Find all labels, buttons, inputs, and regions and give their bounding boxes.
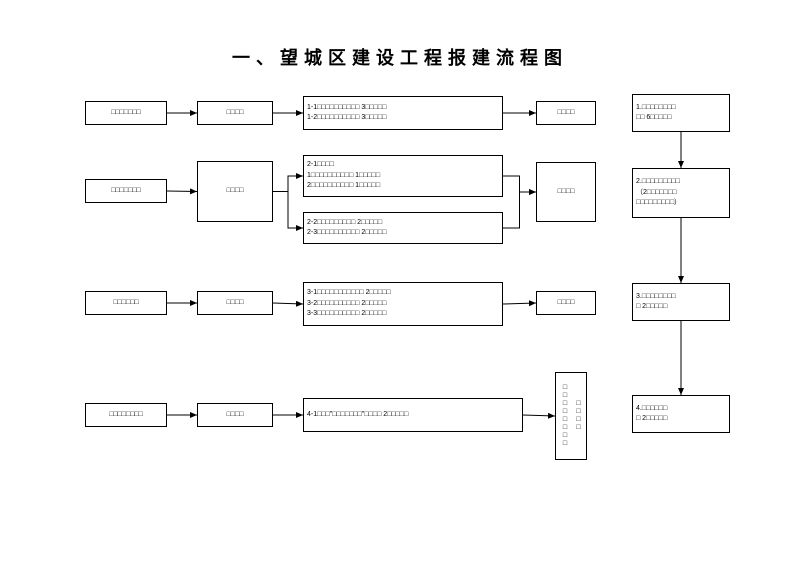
flow-node-r2c2: □□□□ — [197, 161, 273, 222]
flow-node-r4c4: □□□□□□□□□□□□ — [555, 372, 587, 460]
flow-node-s3: 3.□□□□□□□□ □ 2□□□□□ — [632, 283, 730, 321]
edge-r4c3-r4c4 — [523, 415, 555, 416]
flow-node-r4c3: 4-1□□□"□□□□□□□"□□□□ 2□□□□□ — [303, 398, 523, 432]
edge-r2c2-r2c3b — [273, 192, 303, 229]
flow-node-r1c2: □□□□ — [197, 101, 273, 125]
flow-node-r1c1: □□□□□□□ — [85, 101, 167, 125]
edge-r3c2-r3c3 — [273, 303, 303, 304]
edge-r2c3a-r2c4 — [503, 176, 536, 192]
flow-node-r1c4: □□□□ — [536, 101, 596, 125]
flow-node-r1c3: 1-1□□□□□□□□□□ 3□□□□□ 1-2□□□□□□□□□□ 3□□□□… — [303, 96, 503, 130]
flow-node-r4c2: □□□□ — [197, 403, 273, 427]
flow-node-s4: 4.□□□□□□ □ 2□□□□□ — [632, 395, 730, 433]
flow-node-r3c4: □□□□ — [536, 291, 596, 315]
edge-r3c3-r3c4 — [503, 303, 536, 304]
flow-node-r2c1: □□□□□□□ — [85, 179, 167, 203]
flow-node-r2c3b: 2-2□□□□□□□□□ 2□□□□□ 2-3□□□□□□□□□□ 2□□□□□ — [303, 212, 503, 244]
flow-node-r4c1: □□□□□□□□ — [85, 403, 167, 427]
flow-node-s2: 2.□□□□□□□□□ （2□□□□□□□ □□□□□□□□□） — [632, 168, 730, 218]
flow-node-r3c2: □□□□ — [197, 291, 273, 315]
flow-node-r3c1: □□□□□□ — [85, 291, 167, 315]
flow-node-r2c4: □□□□ — [536, 162, 596, 222]
edge-r2c3b-r2c4 — [503, 192, 536, 228]
edge-r2c1-r2c2 — [167, 191, 197, 192]
flow-node-s1: 1.□□□□□□□□ □□ 6□□□□□ — [632, 94, 730, 132]
flow-node-r3c3: 3-1□□□□□□□□□□□ 2□□□□□ 3-2□□□□□□□□□□ 2□□□… — [303, 282, 503, 326]
flow-node-r2c3a: 2-1□□□□ 1□□□□□□□□□□ 1□□□□□ 2□□□□□□□□□□ 1… — [303, 155, 503, 197]
edge-r2c2-r2c3a — [273, 176, 303, 192]
